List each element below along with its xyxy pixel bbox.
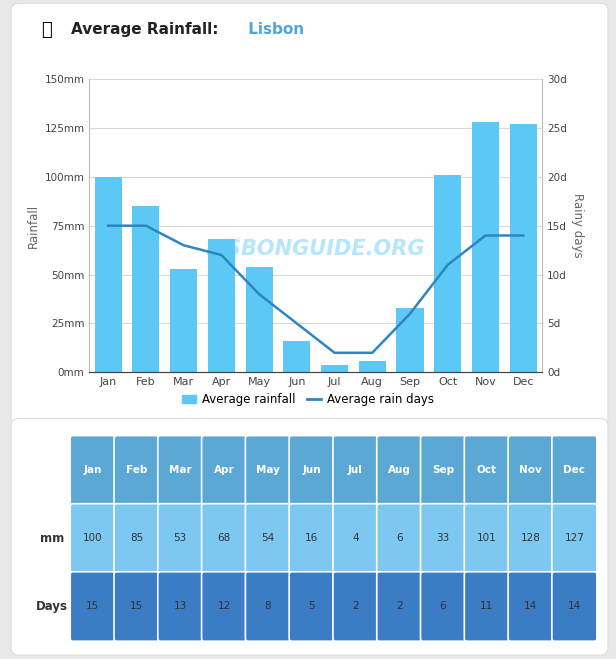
Text: 100: 100 — [83, 533, 102, 544]
Text: Days: Days — [36, 600, 68, 613]
Text: 🌂: 🌂 — [41, 20, 52, 39]
Text: Jan: Jan — [84, 465, 102, 475]
Text: Feb: Feb — [126, 465, 147, 475]
Text: 54: 54 — [261, 533, 275, 544]
Text: Mar: Mar — [169, 465, 192, 475]
Text: Jul: Jul — [348, 465, 363, 475]
Text: Nov: Nov — [519, 465, 542, 475]
Bar — [359, 360, 386, 372]
Legend: Average rainfall, Average rain days: Average rainfall, Average rain days — [177, 388, 439, 411]
Bar — [283, 341, 310, 372]
Text: 53: 53 — [174, 533, 187, 544]
Text: 2: 2 — [396, 602, 403, 612]
Bar — [95, 177, 122, 372]
Text: mm: mm — [40, 532, 65, 545]
Text: Apr: Apr — [214, 465, 235, 475]
Y-axis label: Rainfall: Rainfall — [27, 204, 40, 248]
Text: 15: 15 — [130, 602, 143, 612]
Bar — [434, 175, 461, 372]
Text: Dec: Dec — [564, 465, 585, 475]
Text: 13: 13 — [174, 602, 187, 612]
Text: LISBONGUIDE.ORG: LISBONGUIDE.ORG — [206, 239, 426, 259]
Text: Sep: Sep — [432, 465, 454, 475]
Text: Lisbon: Lisbon — [243, 22, 304, 37]
Text: 128: 128 — [521, 533, 541, 544]
Text: 8: 8 — [264, 602, 271, 612]
Bar — [509, 124, 537, 372]
Text: 11: 11 — [480, 602, 493, 612]
Bar — [321, 364, 348, 372]
Text: 6: 6 — [396, 533, 403, 544]
Text: 127: 127 — [564, 533, 585, 544]
Y-axis label: Rainy days: Rainy days — [571, 193, 584, 258]
Bar — [208, 239, 235, 372]
Bar — [397, 308, 424, 372]
Text: 15: 15 — [86, 602, 99, 612]
Text: 14: 14 — [524, 602, 537, 612]
Text: Jun: Jun — [302, 465, 321, 475]
Text: 14: 14 — [568, 602, 581, 612]
Bar — [170, 269, 197, 372]
Text: Oct: Oct — [477, 465, 497, 475]
Text: 68: 68 — [217, 533, 231, 544]
Text: Average Rainfall:: Average Rainfall: — [71, 22, 218, 37]
Text: 85: 85 — [130, 533, 143, 544]
Text: 6: 6 — [440, 602, 447, 612]
Text: May: May — [256, 465, 280, 475]
Text: Aug: Aug — [388, 465, 411, 475]
Bar — [246, 267, 273, 372]
Text: 4: 4 — [352, 533, 359, 544]
Text: 101: 101 — [477, 533, 496, 544]
Text: 12: 12 — [217, 602, 231, 612]
Text: 33: 33 — [436, 533, 450, 544]
Bar — [132, 206, 160, 372]
Bar — [472, 122, 499, 372]
Text: 5: 5 — [309, 602, 315, 612]
Text: 2: 2 — [352, 602, 359, 612]
Text: 16: 16 — [305, 533, 318, 544]
